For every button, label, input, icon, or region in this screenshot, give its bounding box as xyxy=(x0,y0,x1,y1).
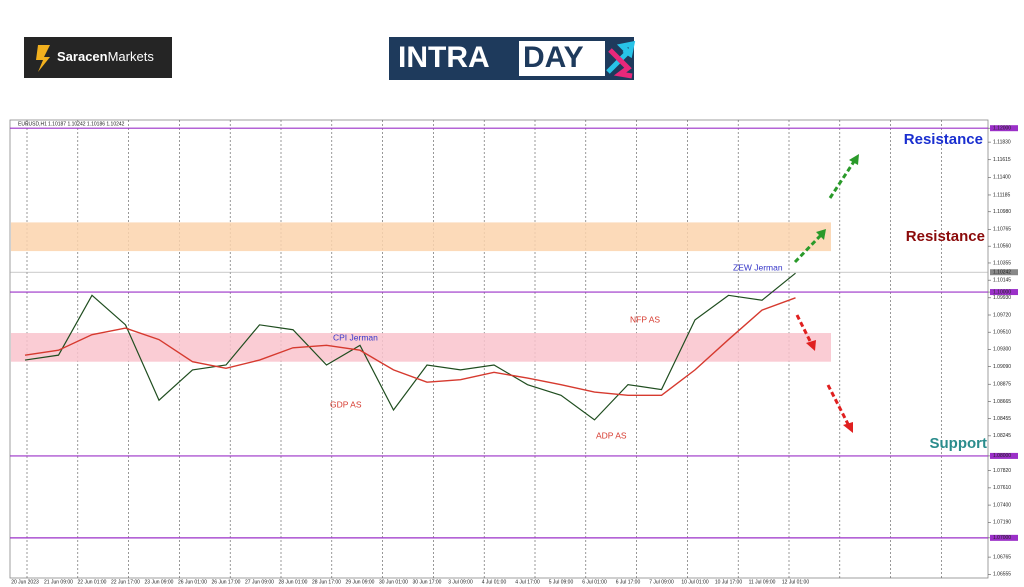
arrow xyxy=(826,384,851,427)
arrows xyxy=(793,154,859,433)
symbol: EURUSD,H1 xyxy=(18,121,47,127)
y-tick-label: 1.09300 xyxy=(993,347,1011,353)
x-tick-label: 30 Jun 01:00 xyxy=(379,579,408,585)
logo-icon xyxy=(36,45,50,72)
x-tick-label: 6 Jul 01:00 xyxy=(582,579,607,585)
event-label: GDP AS xyxy=(330,399,362,409)
x-tick-label: 6 Jul 17:00 xyxy=(616,579,641,585)
price-tag xyxy=(990,269,1018,276)
arrow xyxy=(793,232,824,264)
y-tick-label: 1.09930 xyxy=(993,295,1011,301)
zone xyxy=(11,222,831,252)
logo-arrow xyxy=(608,48,633,79)
arrow xyxy=(828,159,857,199)
y-tick-label: 1.10000 xyxy=(993,289,1011,295)
arrow-head xyxy=(806,340,816,351)
x-tick-label: 5 Jul 09:00 xyxy=(549,579,574,585)
y-tick-label: 1.08455 xyxy=(993,416,1011,422)
x-tick-label: 30 Jun 17:00 xyxy=(413,579,442,585)
event-label: ZEW Jerman xyxy=(733,262,783,272)
y-tick-label: 1.07820 xyxy=(993,468,1011,474)
x-tick-label: 26 Jun 01:00 xyxy=(178,579,207,585)
y-tick-label: 1.09090 xyxy=(993,364,1011,370)
logo-text: SaracenMarkets xyxy=(57,49,154,64)
zone-label: Resistance xyxy=(904,131,983,148)
tick-highlight xyxy=(990,452,1018,459)
y-tick-label: 1.10145 xyxy=(993,278,1011,284)
x-tick-label: 29 Jun 09:00 xyxy=(346,579,375,585)
tick-highlight xyxy=(990,534,1018,541)
logo-word: Markets xyxy=(108,49,155,64)
y-tick-label: 1.06555 xyxy=(993,572,1011,578)
quote: 1.10187 1.10242 1.10186 1.10242 xyxy=(48,121,125,127)
tick-highlight xyxy=(990,125,1018,132)
y-tick-label: 1.08000 xyxy=(993,453,1011,459)
x-tick-label: 4 Jul 17:00 xyxy=(515,579,540,585)
x-tick-label: 27 Jun 09:00 xyxy=(245,579,274,585)
y-tick-label: 1.09720 xyxy=(993,312,1011,318)
x-tick-label: 11 Jul 09:00 xyxy=(749,579,776,585)
x-tick-label: 21 Jun 09:00 xyxy=(44,579,73,585)
tick-highlight xyxy=(990,289,1018,296)
logo-word: DAY xyxy=(523,41,584,74)
y-tick-label: 1.07000 xyxy=(993,535,1011,541)
zone-label: Resistance xyxy=(906,228,985,245)
y-tick-label: 1.08245 xyxy=(993,433,1011,439)
x-tick-label: 26 Jun 17:00 xyxy=(212,579,241,585)
x-tick-label: 4 Jul 01:00 xyxy=(482,579,507,585)
y-tick-label: 1.11400 xyxy=(993,175,1011,181)
y-tick-label: 1.07400 xyxy=(993,502,1011,508)
x-tick-label: 28 Jun 17:00 xyxy=(312,579,341,585)
logo-arrow xyxy=(606,40,636,74)
price-tag-label: 1.10242 xyxy=(993,270,1011,276)
event-label: CPI Jerman xyxy=(333,332,378,342)
broker-logo: SaracenMarkets xyxy=(24,37,172,78)
x-tick-label: 22 Jun 01:00 xyxy=(78,579,107,585)
zone-label: Support xyxy=(930,435,988,452)
y-tick-label: 1.10355 xyxy=(993,260,1011,266)
y-tick-label: 1.08665 xyxy=(993,399,1011,405)
logo-word: Saracen xyxy=(57,49,108,64)
y-tick-label: 1.10560 xyxy=(993,244,1011,250)
y-tick-label: 1.11830 xyxy=(993,139,1011,145)
logo-box xyxy=(519,41,605,76)
y-tick-label: 1.07610 xyxy=(993,485,1011,491)
logo-word: INTRA xyxy=(398,41,490,74)
y-tick-label: 1.10980 xyxy=(993,209,1011,215)
y-tick-label: 1.06765 xyxy=(993,554,1011,560)
x-tick-label: 22 Jun 17:00 xyxy=(111,579,140,585)
y-tick-label: 1.11185 xyxy=(993,192,1011,198)
chart-frame xyxy=(9,119,989,579)
y-tick-label: 1.08875 xyxy=(993,382,1011,388)
arrow-head xyxy=(816,229,826,240)
x-tick-label: 20 Jun 2023 xyxy=(11,579,39,585)
x-tick-label: 10 Jul 17:00 xyxy=(715,579,742,585)
x-tick-label: 3 Jul 09:00 xyxy=(448,579,473,585)
series-line xyxy=(24,272,796,421)
series-line xyxy=(24,297,796,396)
y-tick-label: 1.10765 xyxy=(993,227,1011,233)
zone xyxy=(11,333,831,362)
arrow-head xyxy=(849,154,859,165)
x-tick-label: 28 Jun 01:00 xyxy=(279,579,308,585)
arrow-head xyxy=(843,422,853,433)
arrow xyxy=(795,314,814,346)
y-tick-label: 1.11615 xyxy=(993,157,1011,163)
event-label: NFP AS xyxy=(630,314,660,324)
plot: 1.12000 1.11830 1.11615 1.11400 1.11185 1.109… xyxy=(10,120,1018,585)
y-tick-label: 1.07190 xyxy=(993,520,1011,526)
x-tick-label: 23 Jun 09:00 xyxy=(145,579,174,585)
y-tick-label: 1.09510 xyxy=(993,330,1011,336)
x-tick-label: 7 Jul 09:00 xyxy=(649,579,674,585)
x-tick-label: 10 Jul 01:00 xyxy=(681,579,708,585)
event-label: ADP AS xyxy=(596,430,627,440)
show-logo: INTRA DAY xyxy=(389,37,636,80)
y-tick-label: 1.12000 xyxy=(993,126,1011,132)
x-tick-label: 12 Jul 01:00 xyxy=(782,579,809,585)
